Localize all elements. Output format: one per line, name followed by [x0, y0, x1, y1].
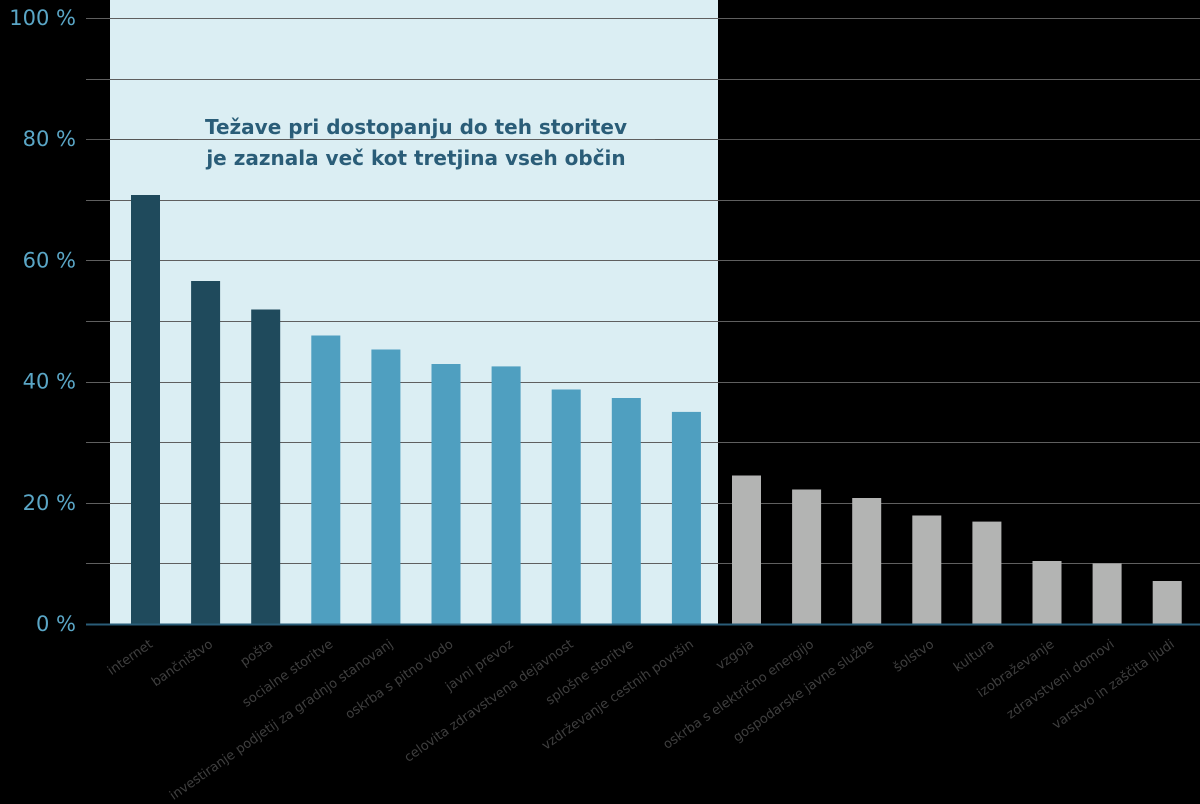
bar	[852, 498, 882, 624]
y-tick-label: 40 %	[23, 370, 76, 394]
y-tick-label: 60 %	[23, 248, 76, 272]
bar	[972, 521, 1002, 624]
y-tick-label: 100 %	[9, 6, 76, 30]
bar	[1152, 581, 1182, 624]
bar	[311, 335, 341, 624]
y-tick-label: 80 %	[23, 127, 76, 151]
annotation: Težave pri dostopanju do teh storitev je…	[86, 115, 1200, 170]
annotation-text-line-1: Težave pri dostopanju do teh storitev	[205, 115, 627, 139]
bar	[251, 309, 281, 624]
bar	[732, 475, 761, 624]
bar	[1032, 561, 1062, 624]
bar	[1092, 563, 1122, 624]
bar	[131, 195, 160, 624]
bar	[191, 281, 221, 624]
bar	[491, 366, 521, 624]
bar	[431, 364, 461, 624]
bar	[792, 489, 822, 624]
bar	[551, 389, 581, 624]
y-tick-labels: 0 % 20 % 40 % 60 % 80 % 100 %	[9, 6, 76, 636]
bar	[671, 411, 701, 624]
bars	[131, 195, 1182, 624]
y-tick-label: 0 %	[36, 612, 76, 636]
y-tick-label: 20 %	[23, 491, 76, 515]
annotation-text-line-2: je zaznala več kot tretjina vseh občin	[205, 146, 625, 170]
bar	[371, 349, 401, 624]
bar	[912, 515, 942, 624]
bar	[611, 398, 641, 624]
